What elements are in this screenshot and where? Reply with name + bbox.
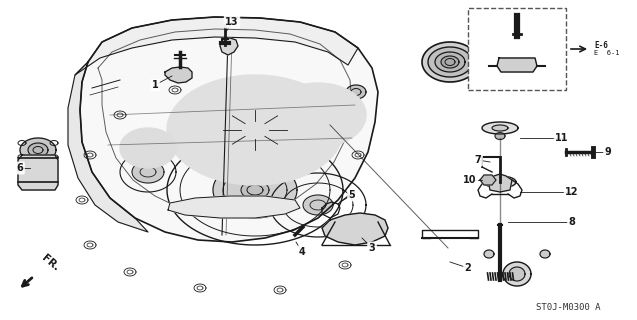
Polygon shape xyxy=(480,175,496,185)
Polygon shape xyxy=(492,125,508,131)
Polygon shape xyxy=(167,75,343,185)
Polygon shape xyxy=(18,155,58,190)
Text: 4: 4 xyxy=(299,247,305,257)
Text: 1: 1 xyxy=(152,80,159,90)
Text: 8: 8 xyxy=(569,217,575,227)
Text: 10: 10 xyxy=(463,175,476,185)
Polygon shape xyxy=(492,42,508,52)
Polygon shape xyxy=(132,161,164,183)
Polygon shape xyxy=(165,67,192,83)
Polygon shape xyxy=(322,213,388,245)
Polygon shape xyxy=(484,250,494,258)
Text: ST0J-M0300 A: ST0J-M0300 A xyxy=(536,303,600,312)
Polygon shape xyxy=(292,84,302,90)
Polygon shape xyxy=(428,47,472,77)
Polygon shape xyxy=(241,181,269,199)
Polygon shape xyxy=(346,85,366,99)
Polygon shape xyxy=(491,179,509,186)
Polygon shape xyxy=(435,52,465,72)
Text: E  6-1: E 6-1 xyxy=(594,50,620,56)
Polygon shape xyxy=(482,122,518,134)
Bar xyxy=(468,8,566,90)
Text: 13: 13 xyxy=(225,17,239,27)
Text: 5: 5 xyxy=(348,190,355,200)
Polygon shape xyxy=(441,56,459,68)
Polygon shape xyxy=(422,42,478,82)
Polygon shape xyxy=(68,62,148,232)
Polygon shape xyxy=(28,143,48,157)
Polygon shape xyxy=(20,138,56,162)
Polygon shape xyxy=(503,262,531,286)
Polygon shape xyxy=(540,250,550,258)
Text: FR.: FR. xyxy=(40,253,61,273)
Polygon shape xyxy=(486,39,514,55)
Text: 3: 3 xyxy=(369,243,375,253)
Text: 6: 6 xyxy=(17,163,24,173)
Text: 7: 7 xyxy=(475,155,482,165)
Text: E-6: E-6 xyxy=(594,41,608,50)
Polygon shape xyxy=(509,267,525,281)
Text: 11: 11 xyxy=(555,133,569,143)
Polygon shape xyxy=(120,128,176,168)
Polygon shape xyxy=(488,174,512,192)
Polygon shape xyxy=(75,17,358,75)
Polygon shape xyxy=(270,83,366,147)
Polygon shape xyxy=(497,58,537,72)
Polygon shape xyxy=(213,162,297,218)
Text: 9: 9 xyxy=(605,147,612,157)
Text: 12: 12 xyxy=(565,187,579,197)
Polygon shape xyxy=(495,132,505,140)
Polygon shape xyxy=(484,176,516,188)
Polygon shape xyxy=(80,17,378,242)
Polygon shape xyxy=(303,195,333,215)
Polygon shape xyxy=(168,196,300,218)
Text: 2: 2 xyxy=(464,263,471,273)
Polygon shape xyxy=(220,38,238,55)
